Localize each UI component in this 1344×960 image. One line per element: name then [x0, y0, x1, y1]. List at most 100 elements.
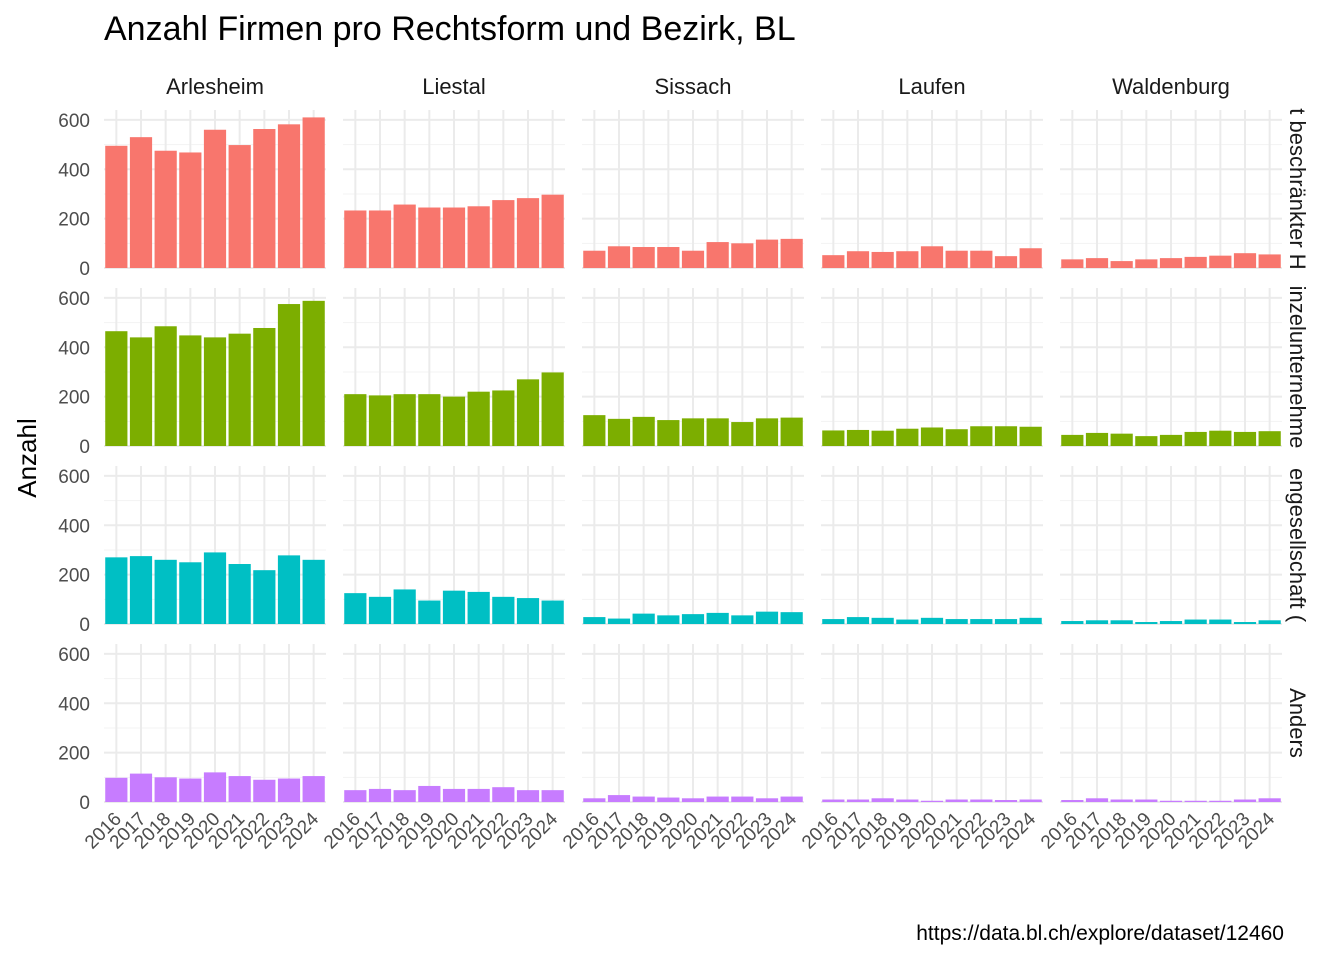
bar — [681, 250, 705, 268]
bar — [1209, 800, 1232, 802]
bar — [129, 773, 153, 802]
bar — [302, 300, 325, 446]
bar — [920, 617, 944, 624]
bar — [1085, 258, 1109, 268]
bar — [1019, 799, 1042, 802]
bar — [1135, 622, 1158, 624]
caption: https://data.bl.ch/explore/dataset/12460 — [916, 922, 1284, 945]
facet-panel — [821, 110, 1043, 269]
facet-row-label: t beschränkter H — [1285, 108, 1310, 269]
bar — [1085, 798, 1109, 802]
bar — [1110, 799, 1133, 802]
facet-panel — [104, 110, 326, 269]
bar — [228, 333, 251, 446]
bar — [1258, 798, 1281, 802]
bar — [632, 613, 655, 624]
bar — [492, 787, 515, 802]
bar — [822, 799, 845, 802]
bar — [129, 137, 153, 268]
bar — [1184, 431, 1207, 446]
facet-panel — [104, 644, 326, 803]
bar — [896, 619, 919, 624]
bar — [1019, 426, 1042, 446]
facet-row-label: inzelunternehme — [1285, 286, 1310, 449]
bar — [1258, 431, 1281, 446]
bar — [203, 552, 227, 624]
bar — [780, 796, 803, 802]
bar — [344, 210, 367, 268]
bar — [657, 247, 680, 268]
facet-column-label: Waldenburg — [1112, 74, 1230, 99]
bar — [516, 379, 540, 446]
bar — [657, 615, 680, 624]
bar — [822, 255, 845, 268]
bar — [1184, 619, 1207, 624]
bar — [871, 798, 894, 802]
bar — [442, 590, 466, 624]
y-axis-label: Anzahl — [12, 418, 42, 498]
bar — [1135, 799, 1158, 802]
bar — [467, 206, 490, 268]
bar — [1258, 620, 1281, 624]
bar — [228, 564, 251, 624]
bar — [1258, 254, 1281, 268]
bar — [1233, 799, 1257, 802]
bar — [706, 418, 729, 446]
bar — [1085, 620, 1109, 624]
bar — [822, 619, 845, 624]
bar — [755, 418, 779, 446]
bar — [1209, 619, 1232, 624]
bar — [253, 129, 276, 268]
bar — [871, 430, 894, 446]
bar — [154, 777, 177, 802]
bar — [920, 246, 944, 268]
bar — [1184, 800, 1207, 802]
bar — [731, 615, 754, 624]
bar — [179, 778, 202, 802]
y-tick-label: 0 — [79, 437, 90, 458]
bar — [755, 798, 779, 802]
facet-panel — [1060, 288, 1282, 447]
facet-column-label: Arlesheim — [166, 74, 264, 99]
bar — [846, 251, 870, 268]
bar — [681, 798, 705, 802]
bar — [344, 790, 367, 802]
bar — [755, 611, 779, 624]
bar — [1233, 622, 1257, 624]
bar — [583, 250, 606, 268]
bar — [368, 395, 392, 446]
bar — [228, 776, 251, 802]
bar — [105, 331, 128, 446]
y-tick-label: 0 — [79, 793, 90, 814]
y-tick-label: 600 — [58, 289, 90, 310]
bar — [731, 422, 754, 446]
bar — [302, 117, 325, 268]
y-tick-label: 600 — [58, 111, 90, 132]
y-tick-label: 600 — [58, 645, 90, 666]
bar — [203, 337, 227, 446]
bar — [516, 790, 540, 802]
bar — [129, 337, 153, 446]
bar — [583, 617, 606, 624]
bar — [657, 420, 680, 446]
facet-panel — [582, 110, 804, 269]
bar — [755, 239, 779, 268]
facet-panels: Arlesheim Liestal Sissach Laufen Waldenburg t… — [58, 74, 1310, 853]
bar — [105, 145, 128, 268]
bar — [846, 429, 870, 446]
bar — [179, 335, 202, 446]
bar — [492, 200, 515, 268]
facet-column-label: Liestal — [422, 74, 486, 99]
bar — [896, 251, 919, 268]
y-tick-label: 200 — [58, 566, 90, 587]
facet-panel — [343, 110, 565, 269]
y-tick-label: 600 — [58, 467, 90, 488]
bar — [277, 124, 301, 268]
bar — [516, 198, 540, 268]
bar — [706, 612, 729, 624]
y-tick-label: 400 — [58, 338, 90, 359]
facet-panel — [343, 644, 565, 803]
bar — [253, 570, 276, 624]
bar — [203, 772, 227, 802]
chart-title: Anzahl Firmen pro Rechtsform und Bezirk,… — [104, 10, 796, 48]
